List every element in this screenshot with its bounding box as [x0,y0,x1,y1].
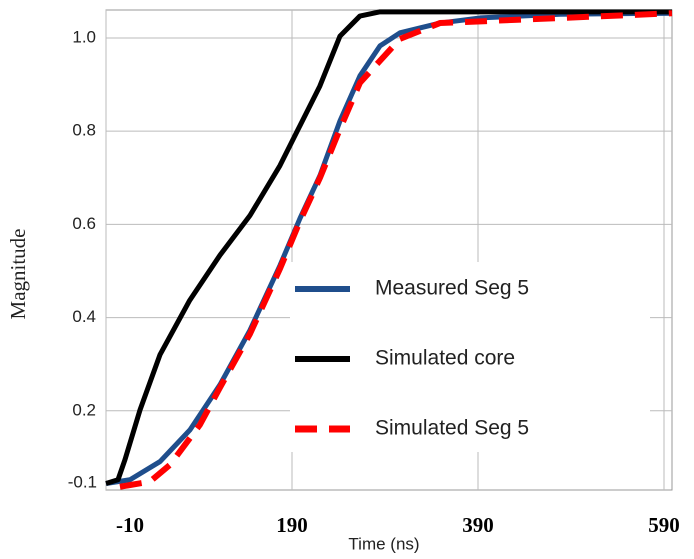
y-tick-label: 1.0 [72,27,96,46]
line-series [105,9,672,486]
y-axis-label: Magnitude [6,229,30,320]
x-tick-label: -10 [116,513,144,537]
y-tick-label: 0.8 [72,121,96,140]
legend-label: Simulated core [375,347,515,370]
line-series [119,10,673,490]
legend-label: Measured Seg 5 [375,277,529,300]
y-tick-label: 0.4 [72,307,96,326]
x-axis-label: Time (ns) [348,534,419,553]
y-tick-label: 0.2 [72,400,96,419]
y-tick-label: 0.6 [72,214,96,233]
legend-label: Simulated Seg 5 [375,417,529,440]
x-tick-label: 590 [648,513,680,537]
y-stray-label: -0.1 [68,472,97,491]
x-tick-label: 390 [462,513,494,537]
x-tick-label: 190 [276,513,308,537]
